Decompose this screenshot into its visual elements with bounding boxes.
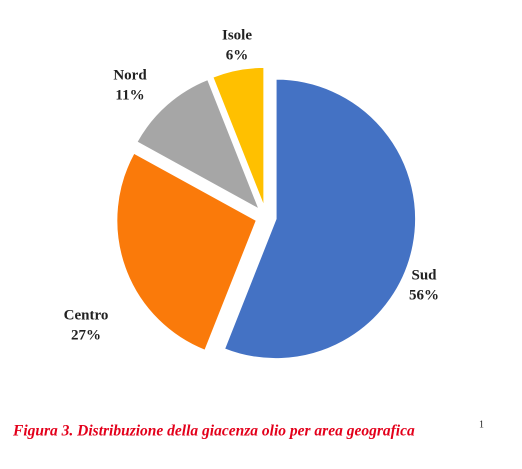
slice-value-label: 6% <box>226 47 249 63</box>
pie-slice <box>223 78 417 360</box>
slice-label: Isole <box>222 27 252 43</box>
chart-caption: Figura 3. Distribuzione della giacenza o… <box>12 423 415 440</box>
slice-value-label: 27% <box>71 327 101 343</box>
pie-slice <box>135 78 261 212</box>
slice-value-label: 56% <box>409 287 439 303</box>
pie-slice <box>115 151 258 352</box>
caption-footnote: 1 <box>479 419 484 430</box>
slice-value-label: 11% <box>115 87 144 103</box>
slice-label: Nord <box>113 67 147 83</box>
pie-slice <box>211 66 265 208</box>
slice-label: Centro <box>64 307 109 323</box>
slice-label: Sud <box>411 267 437 283</box>
